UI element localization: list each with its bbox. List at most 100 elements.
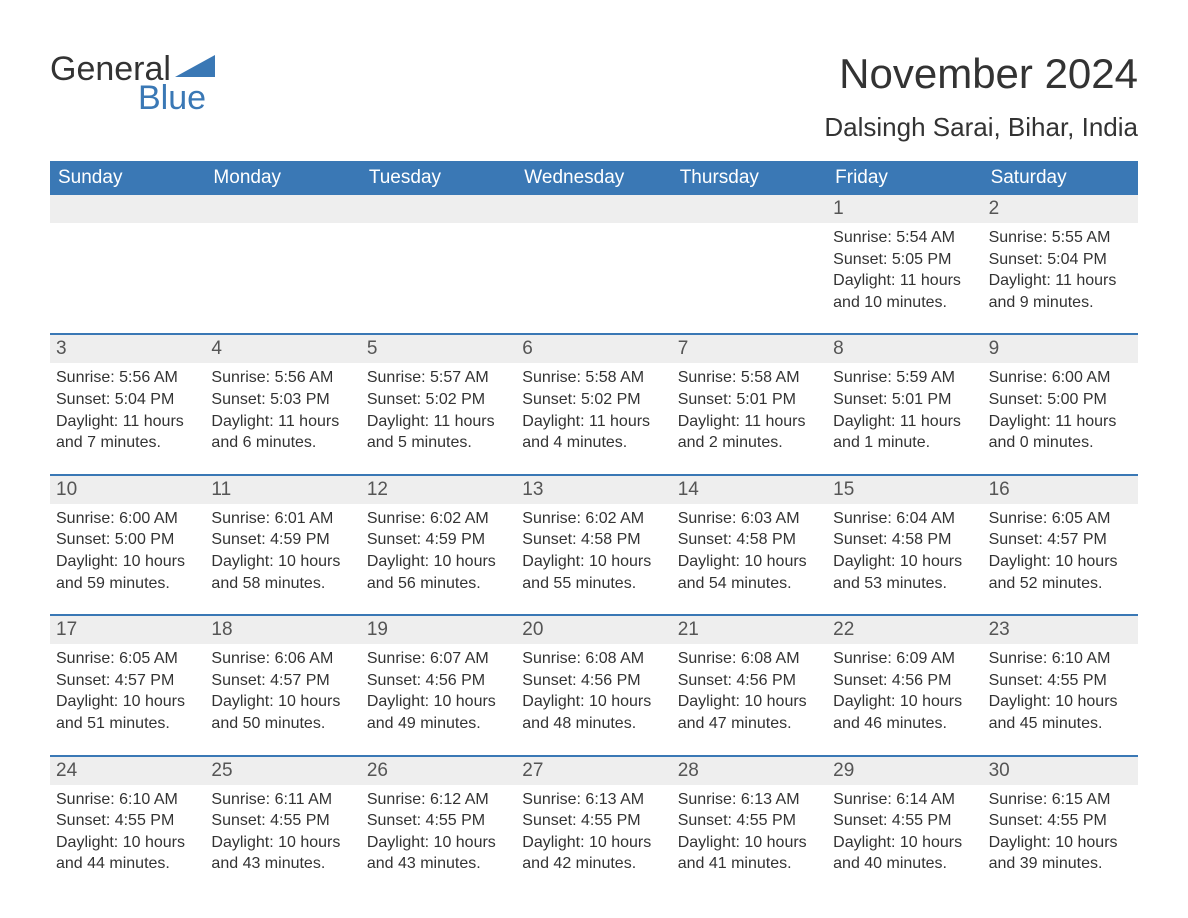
day-number (50, 195, 205, 223)
calendar-cell (50, 223, 205, 333)
calendar-week: 17181920212223Sunrise: 6:05 AMSunset: 4:… (50, 614, 1138, 754)
sunset-text: Sunset: 4:55 PM (522, 810, 665, 832)
day-number (361, 195, 516, 223)
calendar-cell (672, 223, 827, 333)
sunrise-text: Sunrise: 6:07 AM (367, 648, 510, 670)
day-number: 28 (672, 757, 827, 785)
sunset-text: Sunset: 4:56 PM (522, 670, 665, 692)
calendar-cell: Sunrise: 6:06 AMSunset: 4:57 PMDaylight:… (205, 644, 360, 754)
daylight-text: Daylight: 10 hours and 47 minutes. (678, 691, 821, 734)
sunrise-text: Sunrise: 6:00 AM (989, 367, 1132, 389)
calendar-cell: Sunrise: 6:00 AMSunset: 5:00 PMDaylight:… (983, 363, 1138, 473)
sunset-text: Sunset: 5:05 PM (833, 249, 976, 271)
sunrise-text: Sunrise: 6:14 AM (833, 789, 976, 811)
calendar-cell: Sunrise: 6:13 AMSunset: 4:55 PMDaylight:… (672, 785, 827, 895)
sunrise-text: Sunrise: 6:10 AM (989, 648, 1132, 670)
daylight-text: Daylight: 10 hours and 50 minutes. (211, 691, 354, 734)
daylight-text: Daylight: 10 hours and 43 minutes. (211, 832, 354, 875)
daylight-text: Daylight: 10 hours and 40 minutes. (833, 832, 976, 875)
sunset-text: Sunset: 4:56 PM (678, 670, 821, 692)
weekday-header-row: Sunday Monday Tuesday Wednesday Thursday… (50, 161, 1138, 195)
sunset-text: Sunset: 5:02 PM (367, 389, 510, 411)
calendar-cell: Sunrise: 6:08 AMSunset: 4:56 PMDaylight:… (672, 644, 827, 754)
calendar-cell: Sunrise: 5:54 AMSunset: 5:05 PMDaylight:… (827, 223, 982, 333)
sunset-text: Sunset: 5:01 PM (678, 389, 821, 411)
calendar-cell: Sunrise: 5:58 AMSunset: 5:02 PMDaylight:… (516, 363, 671, 473)
logo-triangle (175, 55, 215, 77)
day-number: 21 (672, 616, 827, 644)
title-block: November 2024 Dalsingh Sarai, Bihar, Ind… (824, 50, 1138, 143)
calendar-cell: Sunrise: 6:09 AMSunset: 4:56 PMDaylight:… (827, 644, 982, 754)
sunset-text: Sunset: 4:59 PM (367, 529, 510, 551)
day-number: 8 (827, 335, 982, 363)
day-number: 20 (516, 616, 671, 644)
day-number: 29 (827, 757, 982, 785)
calendar-cell (205, 223, 360, 333)
sunrise-text: Sunrise: 6:02 AM (367, 508, 510, 530)
logo-text-blue: Blue (138, 79, 206, 118)
day-number-row: 12 (50, 195, 1138, 223)
sunrise-text: Sunrise: 5:58 AM (522, 367, 665, 389)
day-number: 25 (205, 757, 360, 785)
sunset-text: Sunset: 4:55 PM (989, 810, 1132, 832)
day-number: 2 (983, 195, 1138, 223)
sunrise-text: Sunrise: 6:13 AM (678, 789, 821, 811)
calendar-cell: Sunrise: 6:15 AMSunset: 4:55 PMDaylight:… (983, 785, 1138, 895)
day-number: 24 (50, 757, 205, 785)
calendar-cell: Sunrise: 5:57 AMSunset: 5:02 PMDaylight:… (361, 363, 516, 473)
weekday-header: Wednesday (516, 161, 671, 195)
sunrise-text: Sunrise: 5:57 AM (367, 367, 510, 389)
day-number: 22 (827, 616, 982, 644)
sunset-text: Sunset: 4:59 PM (211, 529, 354, 551)
daylight-text: Daylight: 10 hours and 46 minutes. (833, 691, 976, 734)
sunrise-text: Sunrise: 5:56 AM (56, 367, 199, 389)
calendar-cell: Sunrise: 6:10 AMSunset: 4:55 PMDaylight:… (983, 644, 1138, 754)
daylight-text: Daylight: 11 hours and 7 minutes. (56, 411, 199, 454)
sunset-text: Sunset: 5:00 PM (56, 529, 199, 551)
daylight-text: Daylight: 10 hours and 56 minutes. (367, 551, 510, 594)
calendar-cell: Sunrise: 5:59 AMSunset: 5:01 PMDaylight:… (827, 363, 982, 473)
day-number: 3 (50, 335, 205, 363)
sunset-text: Sunset: 4:55 PM (678, 810, 821, 832)
calendar-cell: Sunrise: 5:58 AMSunset: 5:01 PMDaylight:… (672, 363, 827, 473)
daylight-text: Daylight: 10 hours and 43 minutes. (367, 832, 510, 875)
sunrise-text: Sunrise: 5:54 AM (833, 227, 976, 249)
sunrise-text: Sunrise: 5:58 AM (678, 367, 821, 389)
daylight-text: Daylight: 10 hours and 59 minutes. (56, 551, 199, 594)
daylight-text: Daylight: 11 hours and 10 minutes. (833, 270, 976, 313)
sunset-text: Sunset: 5:01 PM (833, 389, 976, 411)
day-number: 12 (361, 476, 516, 504)
day-number: 15 (827, 476, 982, 504)
calendar-cell: Sunrise: 6:10 AMSunset: 4:55 PMDaylight:… (50, 785, 205, 895)
sunset-text: Sunset: 4:57 PM (989, 529, 1132, 551)
sunrise-text: Sunrise: 6:01 AM (211, 508, 354, 530)
calendar-cell (361, 223, 516, 333)
day-number-row: 10111213141516 (50, 476, 1138, 504)
sunset-text: Sunset: 5:04 PM (989, 249, 1132, 271)
day-number: 5 (361, 335, 516, 363)
calendar-cell: Sunrise: 5:55 AMSunset: 5:04 PMDaylight:… (983, 223, 1138, 333)
calendar-cell: Sunrise: 5:56 AMSunset: 5:03 PMDaylight:… (205, 363, 360, 473)
logo: General Blue (50, 50, 221, 118)
sunrise-text: Sunrise: 6:06 AM (211, 648, 354, 670)
day-number: 13 (516, 476, 671, 504)
day-number: 30 (983, 757, 1138, 785)
sunset-text: Sunset: 4:57 PM (211, 670, 354, 692)
day-number: 23 (983, 616, 1138, 644)
sunset-text: Sunset: 5:00 PM (989, 389, 1132, 411)
sunrise-text: Sunrise: 6:08 AM (678, 648, 821, 670)
daylight-text: Daylight: 10 hours and 49 minutes. (367, 691, 510, 734)
daylight-text: Daylight: 10 hours and 58 minutes. (211, 551, 354, 594)
sunrise-text: Sunrise: 6:09 AM (833, 648, 976, 670)
calendar-cell: Sunrise: 6:12 AMSunset: 4:55 PMDaylight:… (361, 785, 516, 895)
calendar-cell: Sunrise: 6:02 AMSunset: 4:58 PMDaylight:… (516, 504, 671, 614)
daylight-text: Daylight: 11 hours and 4 minutes. (522, 411, 665, 454)
sunset-text: Sunset: 5:03 PM (211, 389, 354, 411)
day-number: 26 (361, 757, 516, 785)
sunset-text: Sunset: 4:55 PM (211, 810, 354, 832)
day-number: 10 (50, 476, 205, 504)
sunrise-text: Sunrise: 6:10 AM (56, 789, 199, 811)
day-number: 1 (827, 195, 982, 223)
daylight-text: Daylight: 10 hours and 55 minutes. (522, 551, 665, 594)
calendar-cell: Sunrise: 6:00 AMSunset: 5:00 PMDaylight:… (50, 504, 205, 614)
